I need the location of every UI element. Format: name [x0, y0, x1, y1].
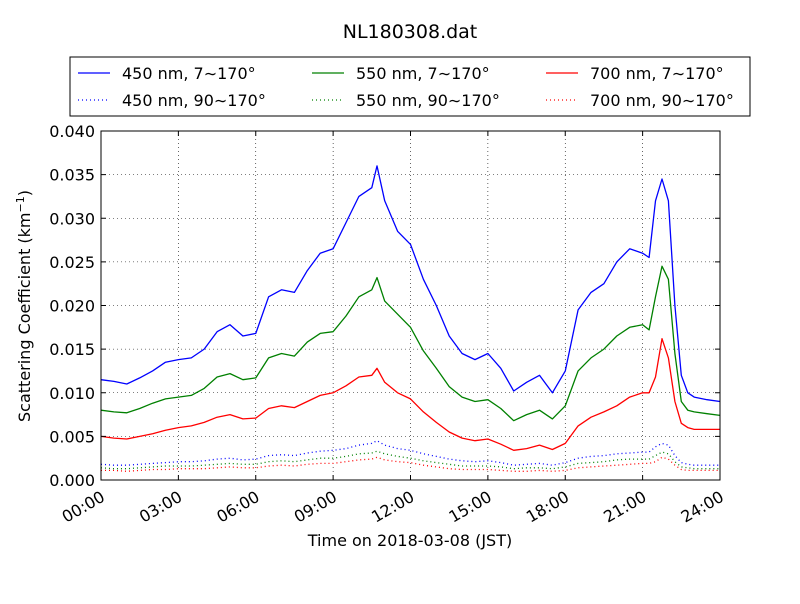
legend-label-0: 450 nm, 7∼170°	[122, 64, 256, 83]
y-tick-label: 0.020	[49, 297, 95, 316]
legend-label-5: 700 nm, 90∼170°	[590, 91, 734, 110]
series-line-0	[100, 165, 721, 403]
y-tick-label: 0.030	[49, 209, 95, 228]
series-line-2	[100, 338, 720, 451]
legend-box	[69, 56, 751, 117]
series-line-1	[100, 265, 721, 422]
y-axis-label-main: Scattering Coefficient (km	[15, 212, 34, 422]
legend-label-1: 550 nm, 7∼170°	[356, 64, 490, 83]
series-group	[100, 165, 721, 472]
y-tick-label: 0.035	[49, 166, 95, 185]
y-tick-label: 0.040	[49, 122, 95, 141]
chart-title: NL180308.dat	[343, 21, 478, 43]
y-tick-label: 0.025	[49, 253, 95, 272]
y-axis-label-superscript: −1	[14, 196, 27, 212]
y-tick-label: 0.005	[49, 427, 95, 446]
axis-ticks	[100, 130, 721, 481]
x-axis-label: Time on 2018-03-08 (JST)	[307, 531, 512, 550]
y-tick-label: 0.000	[49, 471, 95, 490]
y-tick-label: 0.015	[49, 340, 95, 359]
legend-label-3: 450 nm, 90∼170°	[122, 91, 266, 110]
legend: 450 nm, 7∼170° 550 nm, 7∼170° 700 nm, 7∼17…	[78, 64, 734, 110]
y-axis-label-close: )	[15, 190, 34, 196]
legend-label-2: 700 nm, 7∼170°	[590, 64, 724, 83]
y-axis-label: Scattering Coefficient (km−1)	[14, 190, 34, 422]
y-tick-label: 0.010	[49, 384, 95, 403]
legend-label-4: 550 nm, 90∼170°	[356, 91, 500, 110]
